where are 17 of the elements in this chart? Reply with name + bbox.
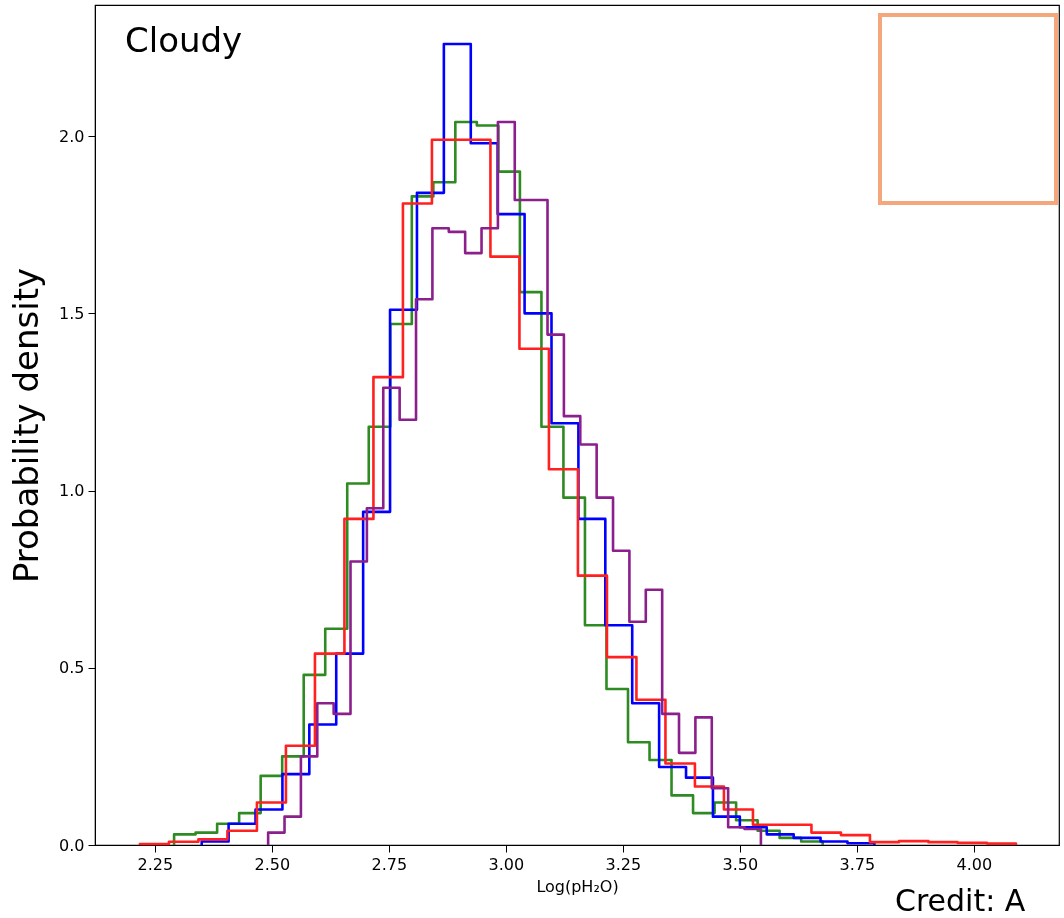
x-axis-title: Log(pH₂O) bbox=[536, 876, 619, 896]
y-tick-label: 0.0 bbox=[59, 835, 85, 855]
y-tick-label: 2.0 bbox=[59, 126, 85, 146]
x-tick-label: 3.50 bbox=[722, 854, 759, 874]
y-tick-label: 0.5 bbox=[59, 658, 85, 678]
text: Cloudy bbox=[125, 20, 243, 60]
y-tick-label: 1.0 bbox=[59, 481, 85, 501]
x-tick-label: 4.00 bbox=[956, 854, 993, 874]
x-tick-label: 2.75 bbox=[371, 854, 408, 874]
text: Credit: A bbox=[895, 883, 1026, 918]
x-tick-label: 3.25 bbox=[605, 854, 642, 874]
x-tick-label: 3.75 bbox=[839, 854, 876, 874]
x-tick-label: 2.25 bbox=[137, 854, 174, 874]
x-tick-label: 2.50 bbox=[254, 854, 291, 874]
x-tick-label: 3.00 bbox=[488, 854, 525, 874]
y-tick-label: 1.5 bbox=[59, 303, 85, 323]
y-axis-title: Probability density bbox=[6, 267, 47, 584]
